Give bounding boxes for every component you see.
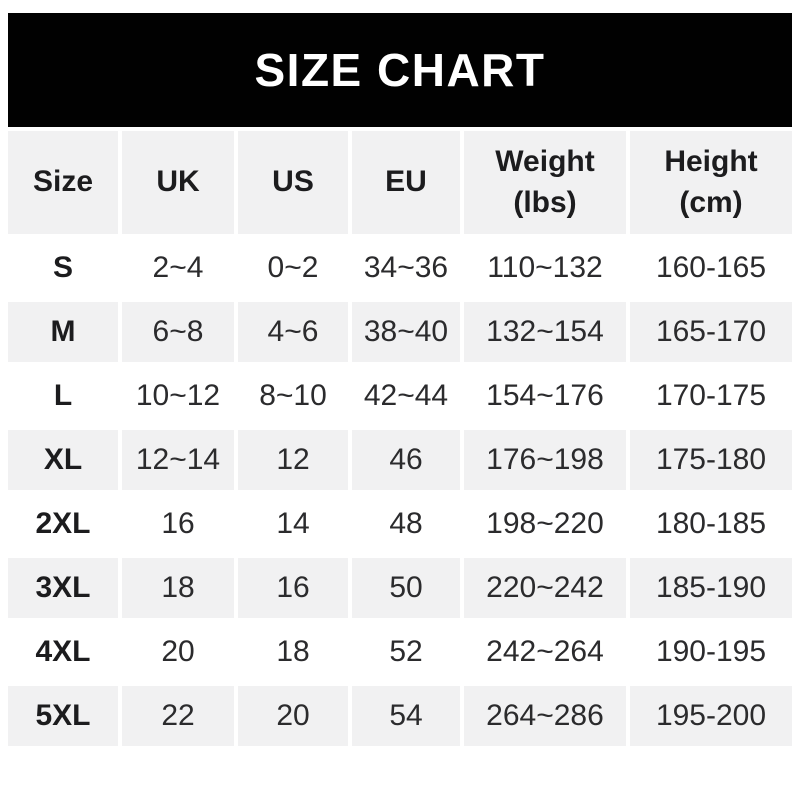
- us-value: 14: [234, 490, 352, 558]
- uk-value: 22: [118, 682, 238, 746]
- us-value: 8~10: [234, 362, 352, 430]
- height-value: 170-175: [626, 362, 792, 430]
- height-value: 190-195: [626, 618, 792, 686]
- size-label: 5XL: [8, 682, 122, 746]
- size-label: 3XL: [8, 554, 122, 622]
- table-row-xl: XL 12~14 12 46 176~198 175-180: [8, 426, 792, 494]
- us-value: 16: [234, 554, 352, 622]
- height-value: 160-165: [626, 234, 792, 302]
- column-header-height: Height (cm): [626, 131, 792, 238]
- table-row-l: L 10~12 8~10 42~44 154~176 170-175: [8, 362, 792, 430]
- size-chart-banner: SIZE CHART: [8, 13, 792, 127]
- weight-value: 220~242: [460, 554, 630, 622]
- uk-value: 16: [118, 490, 238, 558]
- height-value: 185-190: [626, 554, 792, 622]
- column-header-size: Size: [8, 131, 122, 238]
- eu-value: 54: [348, 682, 464, 746]
- us-value: 18: [234, 618, 352, 686]
- size-label: 2XL: [8, 490, 122, 558]
- uk-value: 12~14: [118, 426, 238, 494]
- height-value: 175-180: [626, 426, 792, 494]
- size-label: 4XL: [8, 618, 122, 686]
- size-label: S: [8, 234, 122, 302]
- us-value: 12: [234, 426, 352, 494]
- size-chart-table: Size UK US EU Weight (lbs) Height (cm) S…: [8, 131, 792, 746]
- column-header-weight: Weight (lbs): [460, 131, 630, 238]
- us-value: 4~6: [234, 298, 352, 366]
- eu-value: 34~36: [348, 234, 464, 302]
- height-value: 180-185: [626, 490, 792, 558]
- table-row-m: M 6~8 4~6 38~40 132~154 165-170: [8, 298, 792, 366]
- column-header-us: US: [234, 131, 352, 238]
- eu-value: 46: [348, 426, 464, 494]
- weight-value: 110~132: [460, 234, 630, 302]
- uk-value: 2~4: [118, 234, 238, 302]
- weight-value: 198~220: [460, 490, 630, 558]
- eu-value: 52: [348, 618, 464, 686]
- weight-value: 154~176: [460, 362, 630, 430]
- table-row-2xl: 2XL 16 14 48 198~220 180-185: [8, 490, 792, 558]
- page-title: SIZE CHART: [254, 44, 546, 96]
- height-value: 165-170: [626, 298, 792, 366]
- column-header-uk: UK: [118, 131, 238, 238]
- size-label: XL: [8, 426, 122, 494]
- column-header-eu: EU: [348, 131, 464, 238]
- height-value: 195-200: [626, 682, 792, 746]
- header-row: Size UK US EU Weight (lbs) Height (cm): [8, 131, 792, 238]
- uk-value: 18: [118, 554, 238, 622]
- eu-value: 38~40: [348, 298, 464, 366]
- us-value: 20: [234, 682, 352, 746]
- weight-value: 176~198: [460, 426, 630, 494]
- size-chart-page: SIZE CHART Size UK US EU Weight (lbs) He…: [8, 13, 792, 746]
- us-value: 0~2: [234, 234, 352, 302]
- table-row-4xl: 4XL 20 18 52 242~264 190-195: [8, 618, 792, 686]
- eu-value: 50: [348, 554, 464, 622]
- weight-value: 242~264: [460, 618, 630, 686]
- weight-value: 264~286: [460, 682, 630, 746]
- eu-value: 42~44: [348, 362, 464, 430]
- table-row-3xl: 3XL 18 16 50 220~242 185-190: [8, 554, 792, 622]
- weight-value: 132~154: [460, 298, 630, 366]
- table-row-5xl: 5XL 22 20 54 264~286 195-200: [8, 682, 792, 746]
- size-label: M: [8, 298, 122, 366]
- uk-value: 6~8: [118, 298, 238, 366]
- table-row-s: S 2~4 0~2 34~36 110~132 160-165: [8, 234, 792, 302]
- uk-value: 20: [118, 618, 238, 686]
- uk-value: 10~12: [118, 362, 238, 430]
- size-label: L: [8, 362, 122, 430]
- eu-value: 48: [348, 490, 464, 558]
